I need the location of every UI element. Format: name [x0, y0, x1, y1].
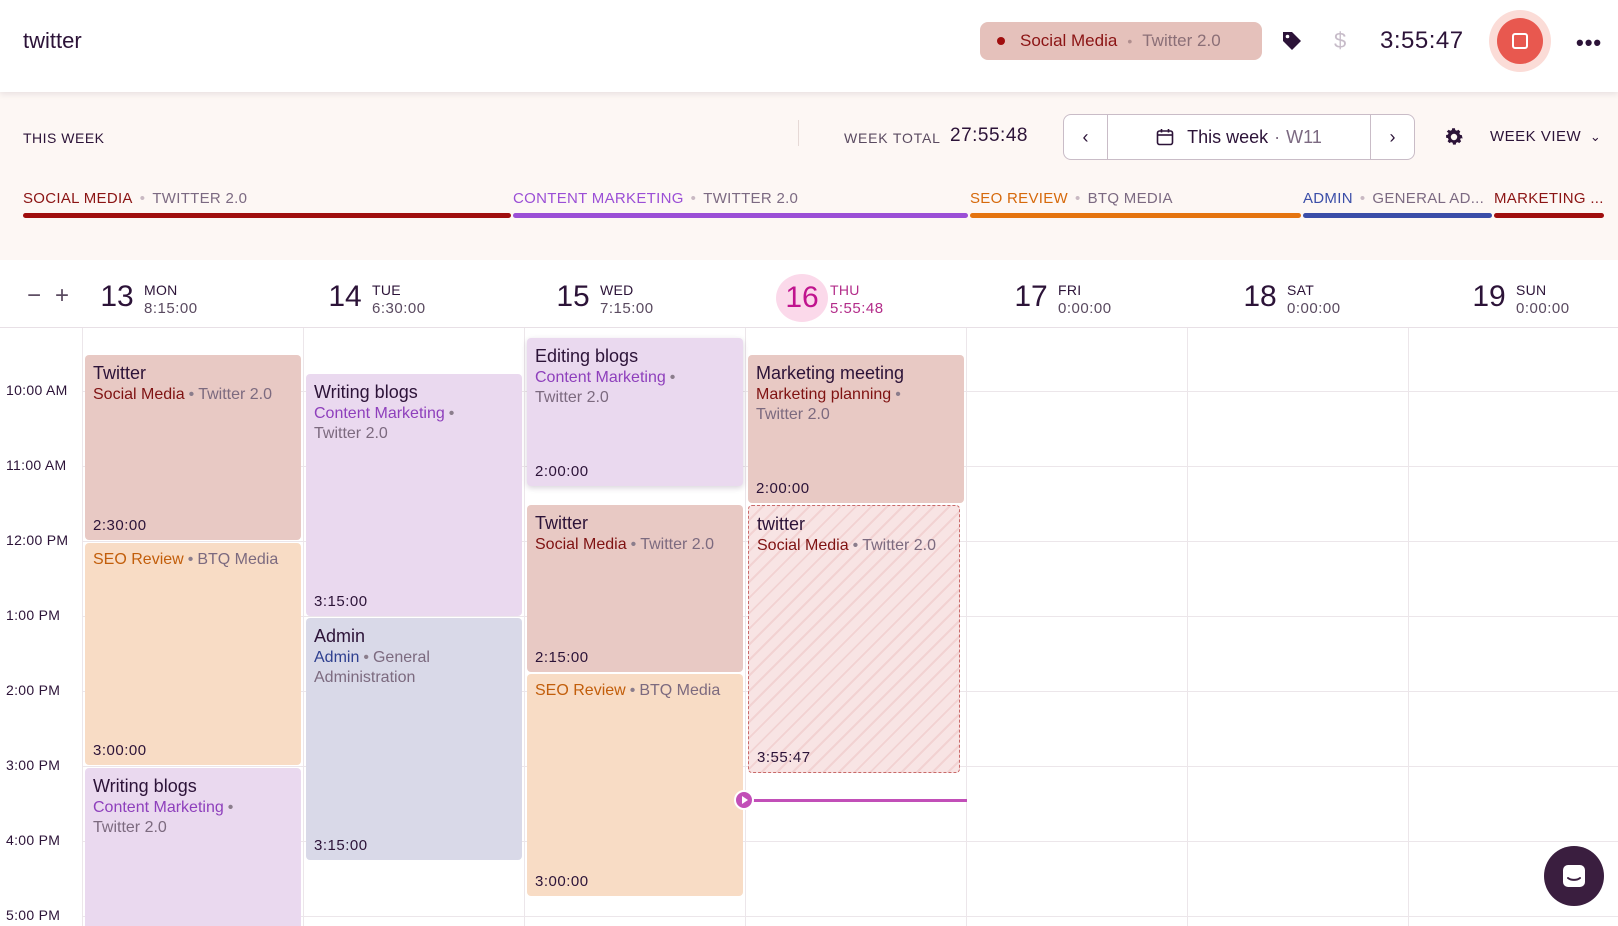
week-number: W11 [1286, 126, 1322, 147]
time-entry[interactable]: Writing blogs Content Marketing • Twitter … [306, 374, 522, 616]
project-summary-marketing[interactable]: MARKETING ... [1494, 190, 1604, 220]
project-summary-seo-review[interactable]: SEO REVIEW • BTQ MEDIA [970, 190, 1301, 220]
time-label: 11:00 AM [6, 457, 67, 473]
chat-launcher-button[interactable] [1544, 846, 1604, 906]
more-icon[interactable]: ••• [1576, 30, 1603, 55]
time-label: 5:00 PM [6, 907, 61, 923]
week-total-label: WEEK TOTAL [844, 130, 941, 146]
next-week-button[interactable]: › [1370, 115, 1414, 159]
gear-icon[interactable] [1443, 126, 1465, 148]
time-entry[interactable]: SEO Review • BTQ Media 3:00:00 [85, 543, 301, 765]
running-time-entry[interactable]: twitter Social Media • Twitter 2.0 3:55:47 [748, 505, 960, 773]
time-entry[interactable]: Marketing meeting Marketing planning • Twi… [748, 355, 964, 503]
time-entry[interactable]: Writing blogs Content Marketing • Twitter … [85, 768, 301, 926]
week-summary: THIS WEEK WEEK TOTAL 27:55:48 ‹ This wee… [0, 92, 1618, 260]
chip-client: Twitter 2.0 [1142, 31, 1221, 50]
time-label: 3:00 PM [6, 757, 61, 773]
zoom-in-button[interactable]: + [55, 282, 70, 309]
time-label: 1:00 PM [6, 607, 61, 623]
week-total-value: 27:55:48 [950, 125, 1028, 146]
this-week-label: THIS WEEK [23, 130, 105, 146]
today-indicator: 16 [776, 274, 828, 322]
stop-button[interactable] [1489, 10, 1551, 72]
calendar-icon [1156, 129, 1174, 146]
chip-project: Social Media [1020, 31, 1118, 50]
project-summary-content-marketing[interactable]: CONTENT MARKETING • TWITTER 2.0 [513, 190, 968, 220]
time-entry[interactable]: Admin Admin • General Administration 3:15:… [306, 618, 522, 860]
project-summary-social-media[interactable]: SOCIAL MEDIA • TWITTER 2.0 [23, 190, 511, 220]
project-color-dot [997, 37, 1005, 45]
tag-icon[interactable] [1280, 29, 1304, 53]
time-label: 2:00 PM [6, 682, 61, 698]
week-picker[interactable]: This week · W11 [1108, 115, 1370, 159]
timer-description[interactable]: twitter [23, 28, 82, 53]
timer-display: 3:55:47 [1380, 27, 1464, 54]
time-label: 10:00 AM [6, 382, 68, 398]
project-summary-admin[interactable]: ADMIN • GENERAL AD... [1303, 190, 1492, 220]
zoom-out-button[interactable]: − [27, 282, 42, 309]
time-label: 4:00 PM [6, 832, 61, 848]
time-entry[interactable]: Editing blogs Content Marketing • Twitter … [527, 338, 743, 486]
top-bar: twitter Social Media • Twitter 2.0 $ 3:5… [0, 0, 1618, 92]
play-icon[interactable] [734, 790, 754, 810]
time-entry[interactable]: Twitter Social Media • Twitter 2.0 2:15:00 [527, 505, 743, 672]
time-entry[interactable]: Twitter Social Media • Twitter 2.0 2:30:00 [85, 355, 301, 540]
calendar-grid[interactable]: 10:00 AM 11:00 AM 12:00 PM 1:00 PM 2:00 … [0, 328, 1618, 926]
previous-week-button[interactable]: ‹ [1064, 115, 1108, 159]
chevron-down-icon: ⌄ [1589, 129, 1602, 144]
current-time-line [744, 799, 967, 802]
time-label: 12:00 PM [6, 532, 69, 548]
view-selector[interactable]: WEEK VIEW ⌄ [1490, 128, 1602, 145]
stop-icon [1512, 33, 1528, 49]
project-chip[interactable]: Social Media • Twitter 2.0 [980, 22, 1262, 60]
week-navigator: ‹ This week · W11 › [1063, 114, 1415, 160]
week-range-label: This week [1187, 126, 1269, 147]
dollar-icon[interactable]: $ [1334, 28, 1347, 53]
chat-icon [1563, 865, 1585, 887]
day-header: − + 13 MON 8:15:00 14 TUE 6:30:00 15 WED … [0, 260, 1618, 328]
time-entry[interactable]: SEO Review • BTQ Media 3:00:00 [527, 674, 743, 896]
